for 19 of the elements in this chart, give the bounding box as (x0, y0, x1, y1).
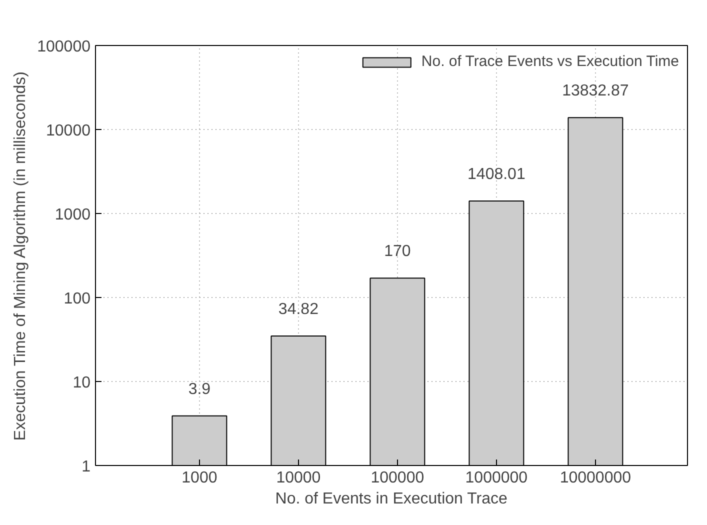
data-label: 13832.87 (562, 82, 629, 100)
x-axis-title: No. of Events in Execution Trace (275, 490, 508, 508)
y-tick-label: 10 (72, 374, 91, 392)
data-label: 34.82 (278, 300, 319, 318)
y-tick-label: 10000 (46, 122, 91, 140)
x-tick-label: 10000000 (560, 470, 632, 486)
y-tick-label: 100000 (37, 38, 91, 56)
data-label: 170 (384, 243, 411, 260)
data-label: 1408.01 (468, 166, 526, 184)
x-tick-label: 100000 (370, 470, 424, 486)
x-tick-label: 1000000 (465, 470, 528, 486)
y-tick-label: 1000 (54, 206, 91, 224)
data-label: 3.9 (188, 380, 211, 398)
x-tick-label: 1000 (182, 470, 218, 486)
y-tick-label: 1 (82, 458, 91, 476)
y-tick-label: 100 (64, 290, 91, 308)
legend-label: No. of Trace Events vs Execution Time (421, 53, 679, 70)
x-tick-label: 10000 (276, 470, 321, 486)
y-axis-title: Execution Time of Mining Algorithm (in milliseconds) (12, 72, 30, 441)
